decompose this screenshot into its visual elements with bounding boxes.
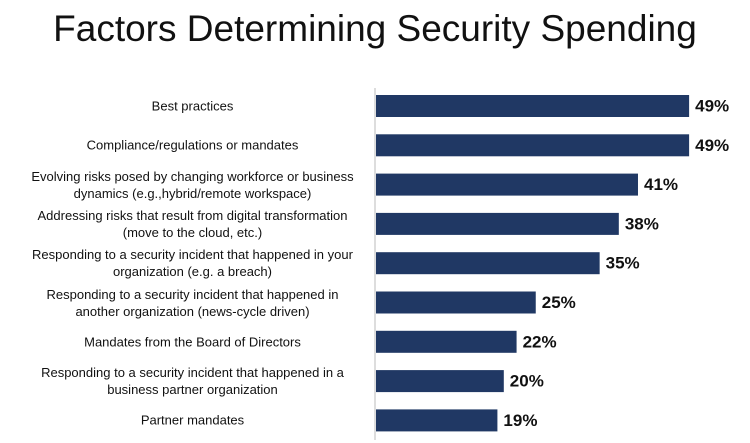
bar (376, 95, 690, 117)
category-label: Compliance/regulations or mandates (86, 137, 299, 153)
bar (376, 252, 600, 275)
bar (376, 173, 638, 196)
category-label: Best practices (151, 98, 234, 114)
bar (376, 370, 504, 393)
chart-title: Factors Determining Security Spending (53, 8, 697, 49)
bar (376, 409, 498, 432)
value-label: 20% (510, 372, 544, 391)
value-label: 41% (644, 175, 678, 194)
category-label: Addressing risks that result from digita… (37, 207, 348, 240)
bar (376, 291, 536, 314)
category-label: Evolving risks posed by changing workfor… (31, 168, 354, 201)
bar (376, 330, 517, 353)
category-label: Responding to a security incident that h… (41, 365, 344, 398)
category-label: Responding to a security incident that h… (32, 247, 353, 280)
bar (376, 134, 690, 157)
value-label: 49% (695, 96, 729, 115)
value-label: 19% (503, 411, 537, 430)
category-label: Mandates from the Board of Directors (84, 334, 301, 350)
category-label: Partner mandates (140, 412, 245, 428)
value-label: 25% (542, 293, 576, 312)
value-label: 22% (523, 332, 557, 351)
value-label: 35% (606, 254, 640, 273)
bar (376, 212, 619, 235)
category-label: Responding to a security incident that h… (46, 286, 339, 319)
value-label: 38% (625, 214, 659, 233)
value-label: 49% (695, 136, 729, 155)
